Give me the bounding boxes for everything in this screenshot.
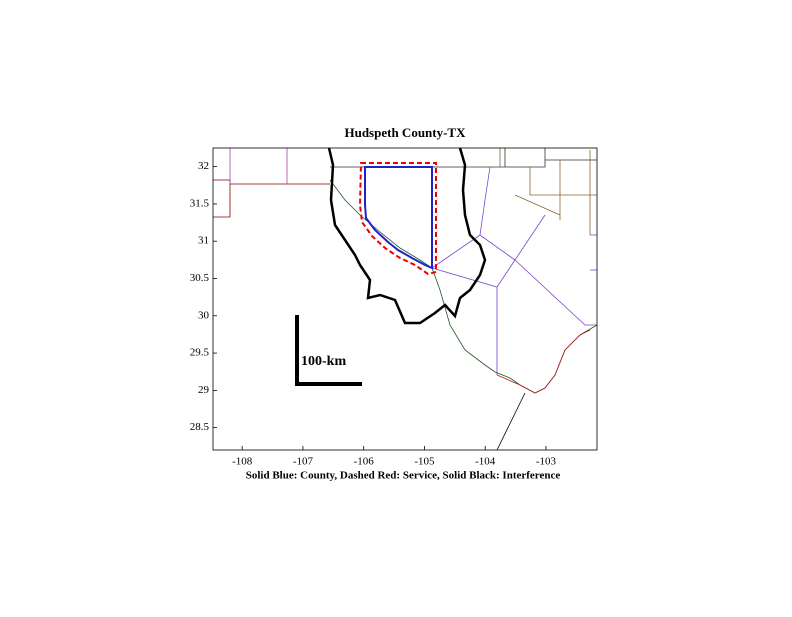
x-tick-label: -103 — [536, 456, 557, 468]
county-line — [229, 148, 288, 184]
interference-contour — [327, 147, 487, 325]
county-line — [496, 329, 591, 394]
y-tick-label: 28.5 — [190, 421, 210, 433]
y-tick-label: 29.5 — [190, 347, 210, 359]
y-tick-label: 31.5 — [190, 197, 210, 209]
y-tick-label: 30.5 — [190, 272, 210, 284]
x-tick-label: -106 — [354, 456, 375, 468]
county-boundary — [364, 166, 433, 270]
x-axis-label: Solid Blue: County, Dashed Red: Service,… — [246, 470, 561, 482]
county-line — [213, 179, 231, 218]
y-tick-label: 31 — [198, 235, 209, 247]
x-tick-label: -105 — [414, 456, 435, 468]
y-tick-label: 30 — [198, 309, 210, 321]
county-line — [431, 166, 597, 375]
x-tick-label: -107 — [293, 456, 314, 468]
service-contour — [358, 162, 437, 276]
scale-bar — [295, 315, 362, 386]
x-tick-label: -108 — [232, 456, 253, 468]
county-line — [499, 148, 597, 235]
axes-frame — [212, 147, 598, 451]
x-tick-label: -104 — [475, 456, 496, 468]
county-line — [496, 392, 526, 451]
y-tick-label: 32 — [198, 160, 209, 172]
map-title: Hudspeth County-TX — [344, 125, 466, 140]
scale-label: 100-km — [301, 354, 346, 369]
boundaries — [213, 148, 598, 451]
y-tick-label: 29 — [198, 384, 210, 396]
